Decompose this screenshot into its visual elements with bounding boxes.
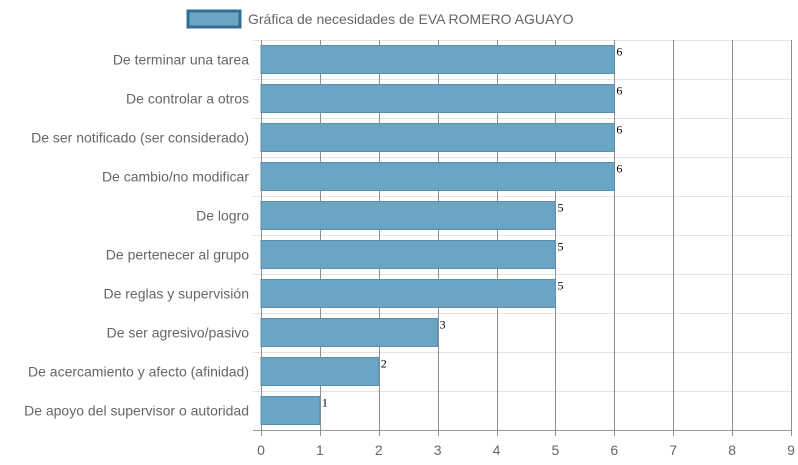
y-tick-label: De logro — [196, 208, 249, 224]
data-label: 2 — [381, 357, 387, 371]
y-tick-label: De ser notificado (ser considerado) — [31, 130, 249, 146]
x-tick-label: 8 — [728, 442, 736, 458]
legend[interactable]: Gráfica de necesidades de EVA ROMERO AGU… — [186, 9, 574, 29]
data-label: 6 — [616, 45, 622, 59]
bar[interactable] — [260, 357, 380, 386]
y-tick-label: De acercamiento y afecto (afinidad) — [28, 364, 249, 380]
x-tick-label: 1 — [316, 442, 324, 458]
bar[interactable] — [260, 396, 321, 425]
x-tick-label: 7 — [669, 442, 677, 458]
bar[interactable] — [260, 84, 615, 113]
data-labels-group: 6 6 6 6 5 5 5 3 2 1 — [322, 45, 622, 410]
x-axis-labels: 0 1 2 3 4 5 6 7 8 9 — [257, 442, 795, 458]
x-tick-label: 9 — [787, 442, 795, 458]
y-axis-labels: De terminar una tarea De controlar a otro… — [24, 52, 249, 419]
x-tick-label: 4 — [493, 442, 501, 458]
bar[interactable] — [260, 201, 556, 230]
bar[interactable] — [260, 318, 439, 347]
data-label: 1 — [322, 396, 328, 410]
data-label: 6 — [616, 162, 622, 176]
bar[interactable] — [260, 240, 556, 269]
data-label: 5 — [557, 201, 563, 215]
y-tick-label: De ser agresivo/pasivo — [107, 325, 250, 341]
x-tick-label: 2 — [375, 442, 383, 458]
y-tick-label: De terminar una tarea — [113, 52, 249, 68]
bars-group — [260, 45, 615, 425]
y-tick-label: De reglas y supervisión — [103, 286, 249, 302]
legend-label: Gráfica de necesidades de EVA ROMERO AGU… — [248, 11, 574, 27]
data-label: 5 — [557, 240, 563, 254]
bar[interactable] — [260, 123, 615, 152]
bar[interactable] — [260, 45, 615, 74]
x-tick-label: 3 — [434, 442, 442, 458]
data-label: 3 — [440, 318, 446, 332]
y-tick-label: De cambio/no modificar — [102, 169, 249, 185]
bar[interactable] — [260, 279, 556, 308]
data-label: 6 — [616, 84, 622, 98]
data-label: 6 — [616, 123, 622, 137]
legend-swatch — [186, 9, 242, 29]
bar[interactable] — [260, 162, 615, 191]
x-tick-label: 6 — [610, 442, 618, 458]
y-tick-label: De pertenecer al grupo — [106, 247, 249, 263]
y-tick-label: De apoyo del supervisor o autoridad — [24, 403, 249, 419]
y-tick-label: De controlar a otros — [126, 91, 249, 107]
data-label: 5 — [557, 279, 563, 293]
x-tick-label: 5 — [552, 442, 560, 458]
x-tick-label: 0 — [257, 442, 265, 458]
